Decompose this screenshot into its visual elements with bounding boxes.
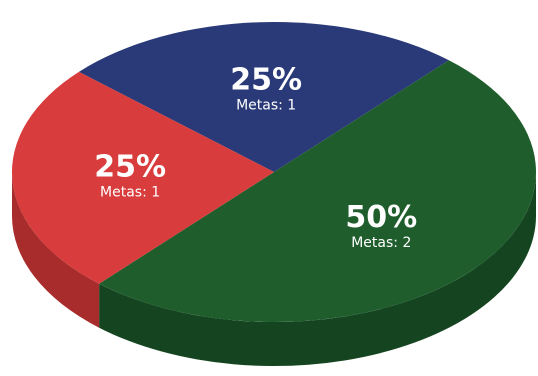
pie-labels: 25%Metas: 150%Metas: 225%Metas: 1 bbox=[94, 63, 417, 251]
pie-slice-2 bbox=[11, 71, 274, 284]
pie-slice-0 bbox=[78, 21, 449, 172]
pie-tops bbox=[11, 21, 536, 323]
pie-sides bbox=[12, 172, 536, 367]
slice-percent-label-1: 50% bbox=[345, 200, 417, 235]
pie-slice-side-1-1 bbox=[99, 172, 536, 367]
pie-slice-side-2-0 bbox=[12, 172, 100, 328]
slice-detail-label-2: Metas: 1 bbox=[100, 185, 160, 201]
pie-slice-1 bbox=[99, 60, 536, 323]
slice-percent-label-0: 25% bbox=[230, 63, 302, 98]
slice-detail-label-0: Metas: 1 bbox=[236, 98, 296, 114]
slice-detail-label-1: Metas: 2 bbox=[351, 235, 411, 251]
slice-percent-label-2: 25% bbox=[94, 150, 166, 185]
